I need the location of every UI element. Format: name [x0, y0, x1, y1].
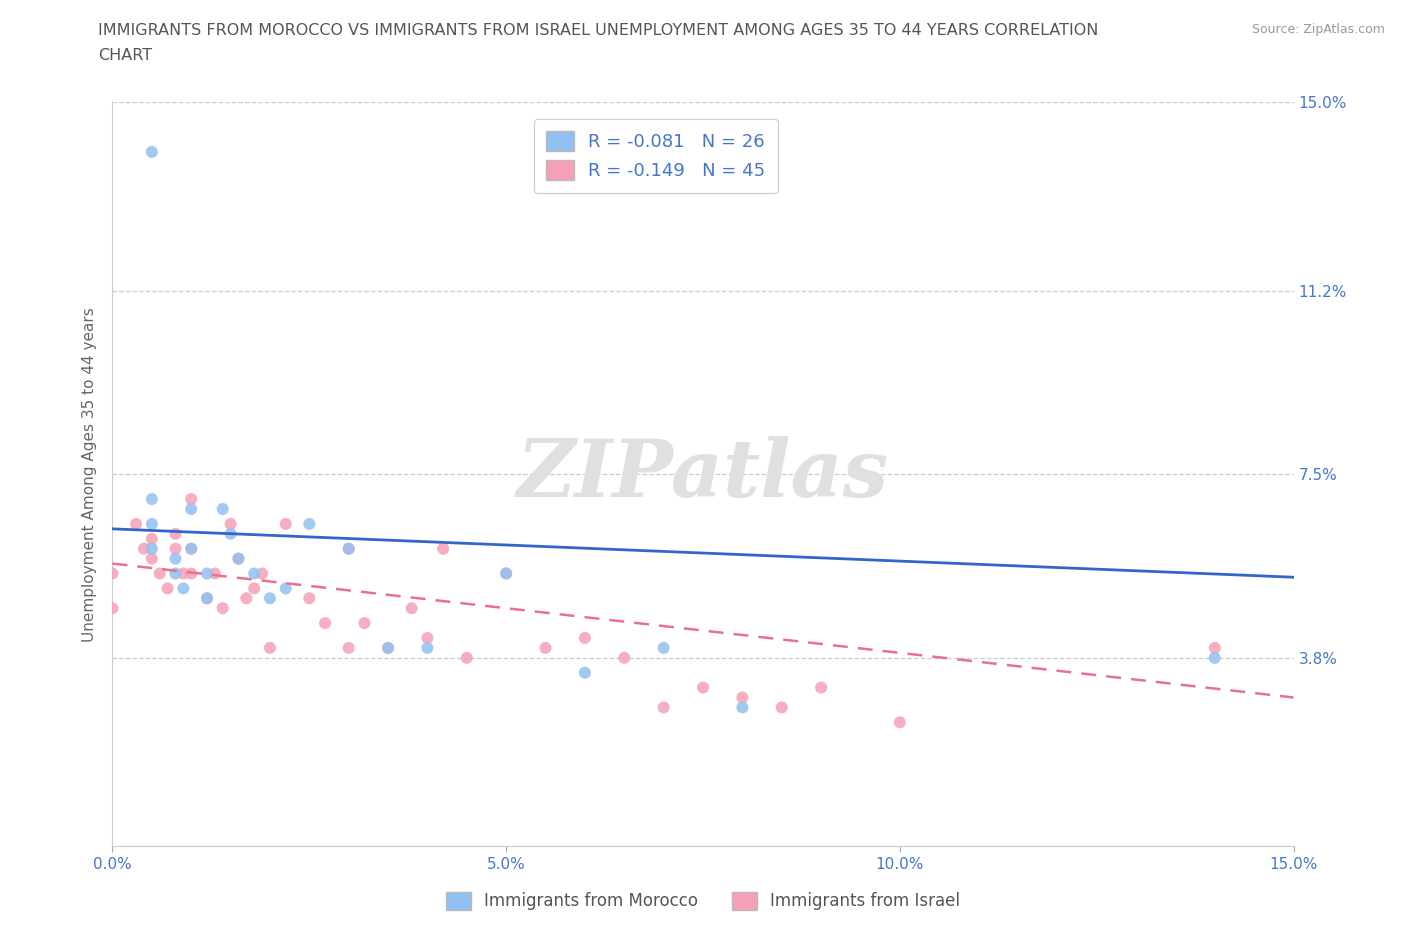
Point: [141, 144, 163, 159]
Point: [101, 601, 124, 616]
Point: [165, 526, 187, 541]
Point: [204, 566, 226, 581]
Point: [495, 566, 517, 581]
Point: [156, 581, 179, 596]
Point: [141, 516, 163, 531]
Point: [652, 641, 675, 656]
Point: [353, 616, 375, 631]
Point: [692, 680, 714, 695]
Point: [141, 541, 163, 556]
Point: [574, 631, 596, 645]
Point: [574, 665, 596, 680]
Point: [195, 591, 218, 605]
Point: [770, 700, 793, 715]
Point: [165, 541, 187, 556]
Point: [180, 566, 202, 581]
Point: [416, 641, 439, 656]
Point: [172, 566, 194, 581]
Point: [180, 492, 202, 507]
Point: [180, 501, 202, 516]
Point: [810, 680, 832, 695]
Point: [141, 551, 163, 566]
Point: [432, 541, 454, 556]
Point: [613, 650, 636, 665]
Point: [274, 516, 297, 531]
Point: [401, 601, 423, 616]
Point: [165, 566, 187, 581]
Point: [259, 591, 281, 605]
Text: ZIPatlas: ZIPatlas: [517, 435, 889, 513]
Point: [243, 566, 266, 581]
Point: [731, 690, 754, 705]
Point: [228, 551, 250, 566]
Point: [259, 641, 281, 656]
Point: [652, 700, 675, 715]
Point: [180, 541, 202, 556]
Point: [211, 501, 233, 516]
Point: [337, 541, 360, 556]
Point: [731, 700, 754, 715]
Point: [172, 581, 194, 596]
Point: [298, 516, 321, 531]
Point: [125, 516, 148, 531]
Point: [337, 641, 360, 656]
Point: [219, 516, 242, 531]
Point: [211, 601, 233, 616]
Point: [416, 631, 439, 645]
Legend: Immigrants from Morocco, Immigrants from Israel: Immigrants from Morocco, Immigrants from…: [439, 885, 967, 917]
Text: IMMIGRANTS FROM MOROCCO VS IMMIGRANTS FROM ISRAEL UNEMPLOYMENT AMONG AGES 35 TO : IMMIGRANTS FROM MOROCCO VS IMMIGRANTS FR…: [98, 23, 1099, 38]
Point: [219, 526, 242, 541]
Point: [889, 715, 911, 730]
Point: [228, 551, 250, 566]
Point: [314, 616, 336, 631]
Point: [180, 541, 202, 556]
Point: [456, 650, 478, 665]
Point: [377, 641, 399, 656]
Point: [132, 541, 155, 556]
Point: [495, 566, 517, 581]
Point: [534, 641, 557, 656]
Text: Source: ZipAtlas.com: Source: ZipAtlas.com: [1251, 23, 1385, 36]
Point: [101, 566, 124, 581]
Point: [1204, 650, 1226, 665]
Point: [1204, 641, 1226, 656]
Legend: R = -0.081   N = 26, R = -0.149   N = 45: R = -0.081 N = 26, R = -0.149 N = 45: [534, 119, 778, 193]
Point: [250, 566, 273, 581]
Point: [274, 581, 297, 596]
Point: [165, 551, 187, 566]
Point: [149, 566, 172, 581]
Point: [235, 591, 257, 605]
Point: [298, 591, 321, 605]
Point: [195, 566, 218, 581]
Point: [195, 591, 218, 605]
Point: [377, 641, 399, 656]
Y-axis label: Unemployment Among Ages 35 to 44 years: Unemployment Among Ages 35 to 44 years: [82, 307, 97, 642]
Point: [243, 581, 266, 596]
Point: [141, 531, 163, 546]
Text: CHART: CHART: [98, 48, 152, 63]
Point: [337, 541, 360, 556]
Point: [141, 492, 163, 507]
